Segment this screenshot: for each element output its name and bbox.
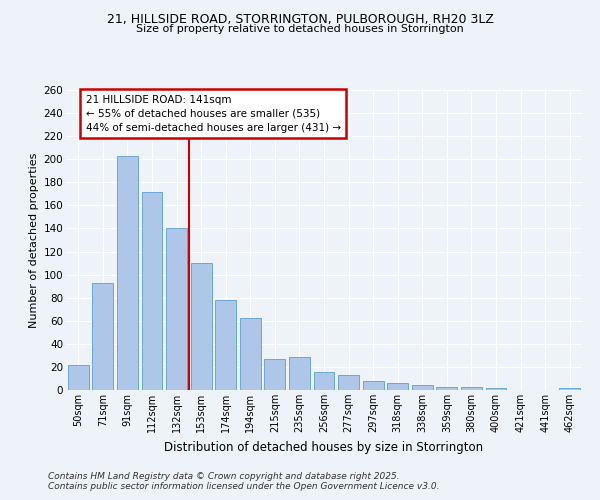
Text: 21, HILLSIDE ROAD, STORRINGTON, PULBOROUGH, RH20 3LZ: 21, HILLSIDE ROAD, STORRINGTON, PULBOROU… [107, 12, 493, 26]
Text: Contains HM Land Registry data © Crown copyright and database right 2025.: Contains HM Land Registry data © Crown c… [48, 472, 400, 481]
Bar [387, 383, 408, 390]
Bar [412, 386, 433, 390]
Bar [191, 263, 212, 390]
Text: 21 HILLSIDE ROAD: 141sqm
← 55% of detached houses are smaller (535)
44% of semi-: 21 HILLSIDE ROAD: 141sqm ← 55% of detach… [86, 94, 341, 132]
Bar [240, 318, 261, 390]
Bar [166, 228, 187, 390]
Bar [461, 386, 482, 390]
Bar [362, 381, 383, 390]
Bar [436, 386, 457, 390]
Bar [142, 192, 163, 390]
Bar [314, 372, 334, 390]
Bar [68, 364, 89, 390]
Bar [215, 300, 236, 390]
Bar [559, 388, 580, 390]
Text: Size of property relative to detached houses in Storrington: Size of property relative to detached ho… [136, 24, 464, 34]
Bar [338, 375, 359, 390]
Text: Contains public sector information licensed under the Open Government Licence v3: Contains public sector information licen… [48, 482, 439, 491]
X-axis label: Distribution of detached houses by size in Storrington: Distribution of detached houses by size … [164, 440, 484, 454]
Bar [92, 282, 113, 390]
Bar [265, 359, 286, 390]
Bar [289, 356, 310, 390]
Y-axis label: Number of detached properties: Number of detached properties [29, 152, 40, 328]
Bar [117, 156, 138, 390]
Bar [485, 388, 506, 390]
